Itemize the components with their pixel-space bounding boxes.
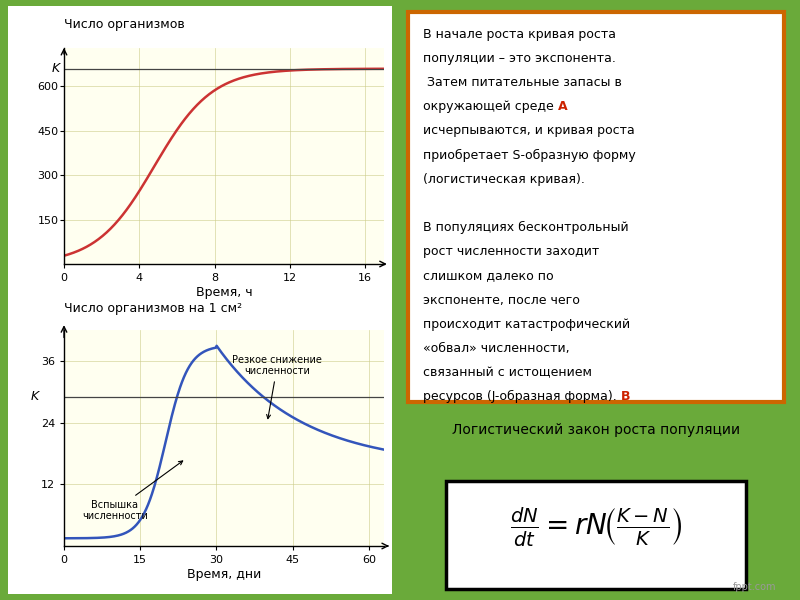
Text: связанный с истощением: связанный с истощением <box>423 366 592 379</box>
X-axis label: Время, дни: Время, дни <box>187 568 261 581</box>
Text: fppt.com: fppt.com <box>733 582 777 592</box>
Text: $K$: $K$ <box>30 391 41 403</box>
Text: приобретает S-образную форму: приобретает S-образную форму <box>423 149 636 161</box>
Text: А: А <box>558 100 567 113</box>
Text: происходит катастрофический: происходит катастрофический <box>423 318 630 331</box>
Text: экспоненте, после чего: экспоненте, после чего <box>423 293 580 307</box>
Text: В популяциях бесконтрольный: В популяциях бесконтрольный <box>423 221 629 234</box>
Text: Затем питательные запасы в: Затем питательные запасы в <box>423 76 622 89</box>
Text: Число организмов на 1 см²: Число организмов на 1 см² <box>64 302 242 315</box>
Text: В начале роста кривая роста: В начале роста кривая роста <box>423 28 616 41</box>
Text: Резкое снижение
численности: Резкое снижение численности <box>232 355 322 419</box>
Text: $\frac{dN}{dt} = rN\!\left(\frac{K - N}{K}\right)$: $\frac{dN}{dt} = rN\!\left(\frac{K - N}{… <box>510 506 682 549</box>
Text: исчерпываются, и кривая роста: исчерпываются, и кривая роста <box>423 124 634 137</box>
Text: окружающей среде: окружающей среде <box>423 100 558 113</box>
X-axis label: Время, ч: Время, ч <box>196 286 252 299</box>
Text: Логистический закон роста популяции: Логистический закон роста популяции <box>452 423 740 437</box>
Text: слишком далеко по: слишком далеко по <box>423 269 554 283</box>
Text: популяции – это экспонента.: популяции – это экспонента. <box>423 52 616 65</box>
Text: (логистическая кривая).: (логистическая кривая). <box>423 173 585 185</box>
Text: Вспышка
численности: Вспышка численности <box>82 461 182 521</box>
FancyBboxPatch shape <box>446 481 746 589</box>
Text: ресурсов (J-образная форма).: ресурсов (J-образная форма). <box>423 391 621 403</box>
Text: $K$: $K$ <box>51 62 62 75</box>
FancyBboxPatch shape <box>408 12 784 402</box>
Text: В: В <box>621 391 630 403</box>
Text: Число организмов: Число организмов <box>64 18 185 31</box>
Text: рост численности заходит: рост численности заходит <box>423 245 599 258</box>
Text: «обвал» численности,: «обвал» численности, <box>423 342 570 355</box>
